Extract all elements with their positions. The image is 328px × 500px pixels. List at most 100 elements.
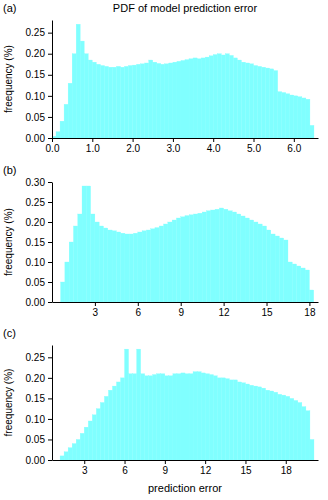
histogram-bar — [56, 132, 60, 138]
histogram-bar — [103, 228, 107, 302]
histogram-bar — [125, 234, 129, 302]
histogram-bar — [169, 63, 173, 138]
histogram-bar — [298, 97, 302, 138]
histogram-bar — [310, 439, 314, 460]
histogram-bar — [201, 58, 205, 138]
tick-mark — [52, 138, 53, 142]
histogram-bar — [155, 228, 159, 302]
histogram-bar — [91, 214, 95, 302]
histogram-bar — [305, 270, 309, 302]
histogram-bar — [189, 374, 193, 460]
tick-label: 0.05 — [26, 277, 46, 288]
tick-mark — [224, 302, 225, 306]
tick-mark — [309, 302, 310, 306]
tick-mark — [267, 302, 268, 306]
y-axis: 0.000.050.100.150.200.25 — [26, 21, 53, 144]
tick-mark — [205, 460, 206, 464]
histogram-bar — [177, 374, 181, 460]
tick-mark — [286, 460, 287, 464]
tick: 6 — [122, 460, 128, 476]
histogram-bar — [232, 212, 236, 302]
histogram-bar — [64, 104, 68, 138]
histogram-bar — [306, 99, 310, 138]
tick-mark — [48, 75, 52, 76]
histogram-bar — [61, 282, 65, 302]
tick-label: 4.0 — [207, 143, 221, 154]
histogram-bar — [278, 92, 282, 138]
histogram-bar — [270, 391, 274, 460]
histogram-bar — [145, 376, 149, 460]
histogram-bar — [185, 60, 189, 138]
tick-label: 0.15 — [26, 393, 46, 404]
tick: 5.0 — [247, 138, 261, 154]
tick: 3 — [93, 302, 99, 318]
histogram-bar — [181, 60, 185, 138]
histogram-bar — [112, 67, 116, 138]
tick: 6 — [136, 302, 142, 318]
histogram-bar — [78, 214, 82, 302]
histogram-bar — [82, 186, 86, 302]
tick: 1.0 — [86, 138, 100, 154]
axis-line — [52, 346, 53, 461]
histogram-bar — [258, 224, 262, 302]
tick-mark — [48, 54, 52, 55]
histogram-bar — [197, 372, 201, 460]
histogram-bar — [254, 222, 258, 302]
histogram-bar — [76, 439, 80, 460]
histogram-bar — [267, 230, 271, 302]
histogram-bar — [193, 58, 197, 138]
tick-mark — [213, 138, 214, 142]
histogram-bar — [213, 55, 217, 138]
histogram-bar — [258, 387, 262, 460]
bars — [60, 349, 314, 460]
y-axis: 0.000.050.100.150.200.25 — [26, 346, 53, 466]
histogram-bar — [142, 231, 146, 302]
tick-mark — [125, 460, 126, 464]
histogram-bar — [206, 211, 210, 302]
histogram-bar — [64, 452, 68, 460]
histogram-bar — [290, 398, 294, 460]
histogram-bar — [202, 212, 206, 302]
histogram-bar — [88, 60, 92, 138]
histogram-bar — [241, 383, 245, 460]
histogram-bar — [193, 372, 197, 460]
histogram-bar — [138, 232, 142, 302]
histogram-bar — [275, 236, 279, 302]
panel: 3691215180.000.050.100.150.200.250.30(b)… — [3, 164, 319, 318]
histogram-bar — [215, 209, 219, 302]
histogram-bar — [221, 55, 225, 138]
histogram-bar — [229, 55, 233, 138]
tick-mark — [48, 460, 52, 461]
histogram-bar — [84, 427, 88, 460]
histogram-bar — [99, 226, 103, 302]
tick-mark — [48, 96, 52, 97]
tick-label: 12 — [200, 465, 212, 476]
panel: 3691215180.000.050.100.150.200.25(c)free… — [3, 327, 319, 494]
histogram-bar — [245, 384, 249, 460]
histogram-bar — [65, 262, 69, 302]
tick-mark — [173, 138, 174, 142]
bars — [52, 24, 314, 138]
tick: 12 — [200, 460, 212, 476]
histogram-bar — [294, 96, 298, 138]
tick: 12 — [219, 302, 231, 318]
histogram-bar — [233, 380, 237, 460]
histogram-bar — [161, 64, 165, 138]
histogram-bar — [228, 211, 232, 302]
histogram-bar — [270, 69, 274, 138]
tick: 0.25 — [26, 197, 52, 208]
histogram-bar — [292, 264, 296, 302]
histogram-bar — [134, 233, 138, 302]
histogram-bar — [149, 60, 153, 138]
tick-label: 6 — [122, 465, 128, 476]
bars — [61, 186, 314, 302]
histogram-bar — [282, 92, 286, 138]
tick-label: 1.0 — [86, 143, 100, 154]
histogram-bar — [245, 63, 249, 138]
tick-mark — [84, 460, 85, 464]
tick-mark — [48, 262, 52, 263]
histogram-bar — [121, 378, 125, 460]
tick: 0.00 — [26, 133, 52, 144]
histogram-bar — [153, 62, 157, 138]
tick-mark — [48, 222, 52, 223]
